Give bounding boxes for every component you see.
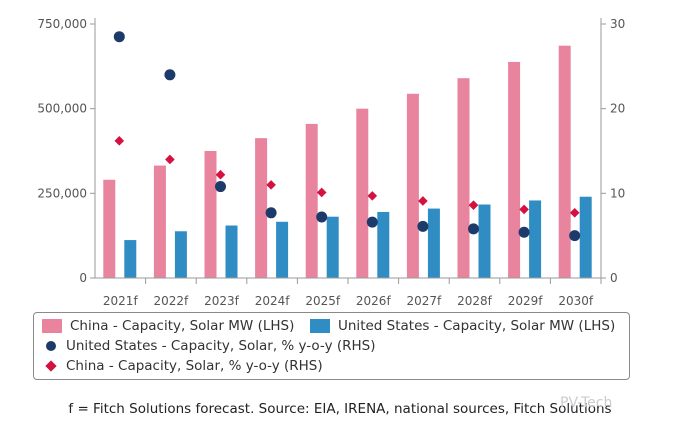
x-tick-label: 2025f [305,294,341,308]
point-china-yoy [569,208,580,218]
legend-item-us-yoy: United States - Capacity, Solar, % y-o-y… [40,338,376,354]
legend-item-china-capacity: China - Capacity, Solar MW (LHS) [42,318,294,334]
legend-label-us-capacity: United States - Capacity, Solar MW (LHS) [338,318,616,334]
bar-us-capacity [326,216,339,278]
legend-swatch-china-yoy [45,360,57,372]
bar-china-capacity [255,138,268,278]
point-china-yoy [165,154,175,165]
point-us-yoy [468,223,479,235]
point-china-yoy [468,200,479,210]
legend-label-us-yoy: United States - Capacity, Solar, % y-o-y… [66,338,376,354]
x-tick-label: 2024f [255,294,291,308]
bar-us-capacity [377,211,390,278]
point-us-yoy [265,207,277,219]
bar-china-capacity [153,165,166,278]
x-axis: 2021f 2022f 2023f 2024f 2025f 2026f 2027f 2028f… [103,278,602,308]
x-tick-label: 2021f [103,294,139,308]
point-us-yoy [417,220,429,232]
x-tick-label: 2028f [457,294,493,308]
right-tick-label: 10 [610,186,625,200]
bar-china-capacity [558,45,571,278]
left-axis: 0 250,000 500,000 750,000 [37,17,95,285]
legend: China - Capacity, Solar MW (LHS) United … [33,312,630,380]
point-us-yoy [164,69,176,81]
x-tick-label: 2030f [558,294,594,308]
bar-us-capacity [276,221,289,278]
right-tick-label: 30 [610,17,625,31]
point-china-yoy [418,196,428,206]
point-us-yoy [569,230,581,242]
bar-china-capacity [356,108,369,279]
point-china-yoy [266,180,276,190]
right-tick-label: 20 [610,102,625,116]
watermark: PV-Tech [560,395,613,411]
legend-swatch-us-capacity [310,319,330,333]
bar-china-capacity [103,179,116,278]
bar-series [103,45,592,279]
left-tick-label: 0 [79,271,87,285]
bar-us-capacity [478,204,491,278]
point-us-yoy [518,226,530,238]
point-china-yoy [367,191,378,201]
bar-us-capacity [174,231,187,278]
x-tick-label: 2022f [154,294,190,308]
point-china-yoy [215,169,226,180]
x-tick-label: 2027f [407,294,443,308]
legend-swatch-us-yoy [46,341,56,351]
marker-series [113,31,581,242]
point-us-yoy [316,211,328,223]
x-tick-label: 2029f [508,294,544,308]
legend-label-china-yoy: China - Capacity, Solar, % y-o-y (RHS) [66,358,323,374]
bar-us-capacity [529,200,542,278]
x-tick-label: 2026f [356,294,392,308]
legend-item-china-yoy: China - Capacity, Solar, % y-o-y (RHS) [40,358,323,374]
legend-item-us-capacity: United States - Capacity, Solar MW (LHS) [310,318,615,334]
bar-china-capacity [406,93,419,278]
left-tick-label: 500,000 [37,102,87,116]
footnote: f = Fitch Solutions forecast. Source: EI… [68,401,612,417]
point-china-yoy [316,187,327,198]
point-china-yoy [114,136,125,146]
legend-swatch-china-capacity [42,319,62,333]
bar-china-capacity [457,78,470,278]
point-us-yoy [113,31,125,43]
bar-us-capacity [427,208,440,278]
right-axis: 0 10 20 30 [601,17,625,285]
legend-label-china-capacity: China - Capacity, Solar MW (LHS) [70,318,295,334]
x-tick-label: 2023f [204,294,240,308]
bar-us-capacity [579,196,592,278]
bar-us-capacity [124,240,137,278]
point-us-yoy [366,216,378,228]
chart: 0 250,000 500,000 750,000 0 10 20 30 2021f 2022… [37,17,625,308]
left-tick-label: 750,000 [37,17,87,31]
bar-us-capacity [225,225,238,278]
point-us-yoy [215,181,226,193]
bar-china-capacity [508,61,521,279]
bar-china-capacity [305,123,318,278]
bar-china-capacity [204,151,217,278]
right-tick-label: 0 [610,271,618,285]
point-china-yoy [519,204,529,215]
left-tick-label: 250,000 [37,186,87,200]
